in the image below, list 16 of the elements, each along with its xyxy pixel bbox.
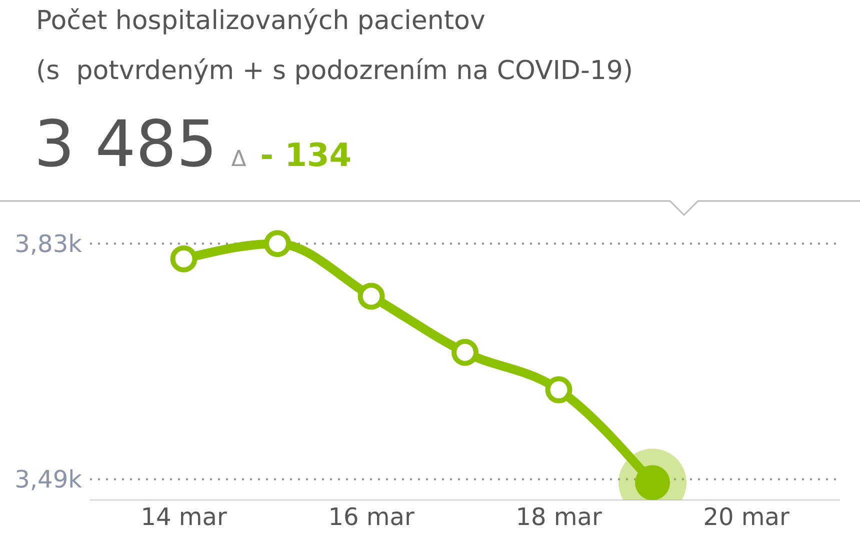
x-tick-label: 16 mar (328, 503, 414, 532)
text: - 134 (260, 136, 352, 174)
chart-subtitle: (s potvrdeným + s podozrením na COVID-19) (36, 56, 634, 86)
x-tick-label: 14 mar (140, 503, 227, 532)
point (170, 245, 198, 272)
y-tick-label: 3,83k (14, 230, 82, 258)
x-tick-label: 18 mar (516, 503, 602, 532)
x-tick-label: 20 mar (703, 503, 790, 532)
text: 3 485 (34, 108, 218, 182)
chart-title: Počet hospitalizovaných pacientov (36, 6, 486, 36)
point (452, 338, 478, 366)
point (358, 282, 385, 310)
text: Δ (231, 147, 246, 172)
point (545, 376, 572, 404)
point (264, 230, 291, 258)
y-tick-label: 3,49k (14, 466, 82, 494)
